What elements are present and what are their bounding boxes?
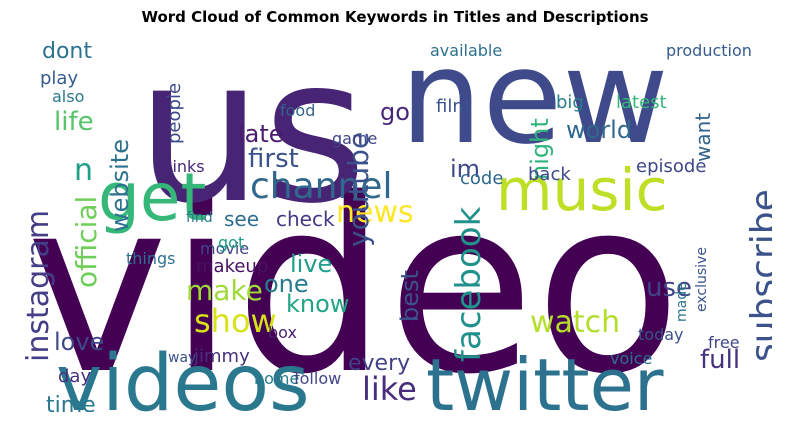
word-film: film	[436, 96, 470, 117]
word-voice: voice	[610, 349, 652, 368]
word-know: know	[286, 290, 349, 318]
word-night: night	[526, 118, 554, 180]
word-news: news	[336, 195, 414, 230]
word-available: available	[430, 41, 502, 60]
word-exclusive: exclusive	[694, 247, 710, 312]
word-find: find	[186, 210, 213, 226]
word-channel: channel	[250, 166, 392, 207]
word-get: get	[98, 159, 206, 236]
word-show: show	[194, 302, 277, 340]
word-use: use	[646, 273, 692, 303]
word-things: things	[126, 249, 176, 268]
word-production: production	[666, 41, 752, 60]
word-cloud: video us new videos twitter music get channel fa…	[18, 32, 772, 412]
word-youtube: youtube	[342, 132, 375, 247]
word-people: people	[164, 83, 185, 144]
word-website: website	[106, 139, 134, 232]
word-big: big	[556, 92, 584, 113]
word-back: back	[528, 164, 571, 185]
word-time: time	[46, 393, 96, 412]
word-today: today	[638, 325, 684, 344]
word-check: check	[276, 207, 335, 231]
word-videos: videos	[56, 339, 310, 412]
word-us: us	[136, 32, 367, 248]
word-day: day	[58, 366, 91, 387]
word-latest: latest	[616, 92, 667, 113]
word-first: first	[248, 144, 299, 174]
word-make: make	[186, 274, 263, 307]
word-see: see	[224, 207, 259, 231]
word-music: music	[496, 156, 667, 224]
word-world: world	[566, 116, 632, 144]
word-game: game	[332, 129, 377, 148]
word-links: links	[168, 157, 205, 176]
word-like: like	[362, 370, 417, 408]
word-subscribe: subscribe	[744, 189, 772, 362]
word-dont: dont	[42, 39, 92, 64]
word-best: best	[396, 270, 424, 322]
word-movie: movie	[200, 239, 249, 258]
word-go: go	[380, 98, 410, 126]
word-twitter: twitter	[426, 343, 664, 412]
word-play: play	[40, 68, 78, 89]
word-love: love	[54, 328, 104, 356]
word-food: food	[280, 101, 315, 120]
word-free: free	[708, 333, 740, 352]
word-want: want	[691, 113, 715, 162]
word-life: life	[54, 107, 94, 137]
word-episode: episode	[636, 156, 706, 177]
word-also: also	[52, 87, 84, 106]
word-live: live	[290, 250, 332, 278]
word-makeup: makeup	[196, 256, 268, 277]
word-way: way	[168, 350, 196, 366]
word-box: box	[268, 323, 297, 342]
word-im: im	[450, 155, 480, 183]
word-got: got	[218, 233, 244, 252]
word-new: new	[400, 32, 669, 173]
word-made: made	[674, 282, 690, 322]
word-full: full	[700, 345, 740, 375]
word-code: code	[460, 168, 503, 189]
word-official: official	[70, 196, 103, 288]
word-facebook: facebook	[449, 206, 489, 362]
word-n: n	[74, 153, 93, 188]
word-jimmy: jimmy	[193, 346, 250, 367]
word-instagram: instagram	[21, 210, 56, 362]
word-late: late	[238, 120, 284, 148]
word-video: video	[26, 147, 682, 412]
word-watch: watch	[530, 305, 620, 340]
word-every: every	[348, 351, 410, 376]
chart-title: Word Cloud of Common Keywords in Titles …	[141, 8, 649, 26]
word-follow: follow	[294, 369, 341, 388]
word-one: one	[264, 270, 309, 298]
word-home: home	[254, 369, 299, 388]
